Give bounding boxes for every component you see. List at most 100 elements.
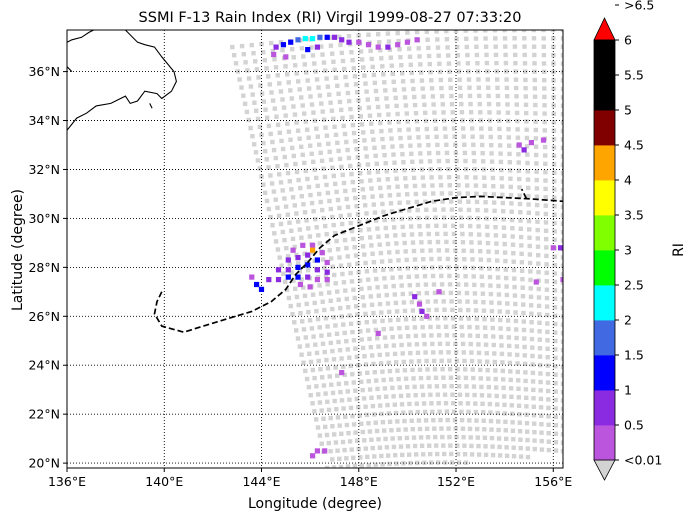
swath-pixel (397, 266, 402, 271)
swath-pixel (451, 223, 456, 228)
swath-pixel (361, 195, 367, 200)
rain-pixel (436, 289, 442, 295)
swath-pixel (401, 87, 407, 92)
colorbar-tick-label: 4 (624, 173, 632, 188)
swath-pixel (542, 144, 548, 150)
swath-pixel (299, 144, 304, 149)
swath-pixel (476, 224, 481, 229)
swath-pixel (353, 82, 359, 87)
swath-pixel (428, 451, 433, 457)
swath-pixel (478, 376, 483, 381)
swath-pixel (529, 328, 534, 333)
swath-pixel (507, 352, 512, 357)
swath-pixel (505, 309, 510, 315)
swath-pixel (461, 134, 466, 139)
swath-pixel (508, 369, 513, 374)
swath-pixel (488, 126, 493, 131)
swath-pixel (421, 401, 427, 406)
swath-pixel (366, 105, 372, 110)
swath-pixel (343, 288, 348, 293)
swath-pixel (361, 65, 366, 70)
swath-pixel (422, 274, 428, 279)
swath-pixel (328, 449, 333, 454)
swath-pixel (404, 257, 409, 263)
swath-pixel (425, 367, 430, 372)
swath-pixel (560, 440, 563, 445)
swath-pixel (453, 350, 459, 355)
swath-pixel (322, 265, 327, 271)
swath-pixel (323, 223, 328, 229)
swath-pixel (384, 292, 389, 298)
swath-pixel (323, 391, 328, 396)
swath-pixel (324, 232, 329, 237)
swath-pixel (355, 90, 360, 95)
swath-pixel (506, 335, 511, 340)
swath-pixel (331, 59, 336, 64)
swath-pixel (427, 151, 432, 156)
swath-pixel (258, 83, 263, 88)
swath-pixel (411, 86, 416, 92)
swath-pixel (418, 70, 424, 75)
swath-pixel (508, 184, 513, 190)
swath-pixel (503, 267, 508, 272)
swath-pixel (375, 336, 380, 341)
swath-pixel (545, 380, 551, 385)
swath-pixel (264, 66, 269, 71)
swath-pixel (287, 220, 292, 225)
colorbar-segment (594, 250, 615, 286)
swath-pixel (352, 74, 358, 79)
swath-pixel (543, 203, 548, 208)
swath-pixel (532, 438, 537, 443)
swath-pixel (469, 443, 474, 449)
swath-pixel (520, 294, 526, 299)
swath-pixel (489, 151, 494, 156)
swath-pixel (522, 336, 527, 341)
swath-pixel (545, 312, 550, 318)
swath-pixel (357, 371, 362, 376)
swath-pixel (282, 237, 287, 243)
swath-pixel (438, 183, 444, 188)
swath-pixel (317, 325, 322, 330)
swath-pixel (390, 71, 395, 76)
swath-pixel (448, 443, 453, 448)
swath-pixel (456, 460, 462, 465)
swath-pixel (474, 418, 479, 423)
swath-pixel (404, 184, 409, 189)
swath-pixel (448, 77, 453, 82)
swath-pixel (537, 320, 542, 325)
swath-pixel (359, 337, 364, 342)
swath-pixel (505, 318, 511, 323)
swath-pixel (262, 149, 268, 154)
swath-pixel (481, 410, 486, 415)
swath-pixel (370, 251, 375, 256)
swath-pixel (494, 249, 499, 255)
swath-pixel (447, 367, 453, 372)
swath-pixel (354, 147, 359, 152)
swath-pixel (420, 248, 425, 253)
swath-pixel (451, 401, 456, 406)
swath-pixel (414, 401, 419, 406)
swath-pixel (441, 375, 446, 380)
swath-pixel (465, 299, 470, 304)
swath-pixel (377, 445, 383, 450)
swath-pixel (493, 36, 498, 41)
swath-pixel (335, 415, 341, 420)
swath-pixel (252, 142, 257, 147)
rain-pixel (275, 277, 282, 283)
swath-pixel (348, 270, 353, 276)
swath-pixel (397, 436, 402, 441)
swath-pixel (323, 68, 328, 73)
swath-pixel (270, 223, 275, 228)
swath-pixel (410, 427, 415, 432)
swath-pixel (296, 79, 301, 84)
swath-pixel (300, 103, 305, 108)
swath-pixel (391, 217, 396, 222)
swath-pixel (422, 341, 427, 347)
swath-pixel (425, 223, 431, 229)
swath-pixel (336, 91, 341, 96)
swath-pixel (497, 126, 502, 132)
swath-pixel (291, 55, 296, 60)
swath-pixel (379, 259, 385, 264)
swath-pixel (398, 393, 404, 399)
swath-pixel (333, 281, 338, 286)
